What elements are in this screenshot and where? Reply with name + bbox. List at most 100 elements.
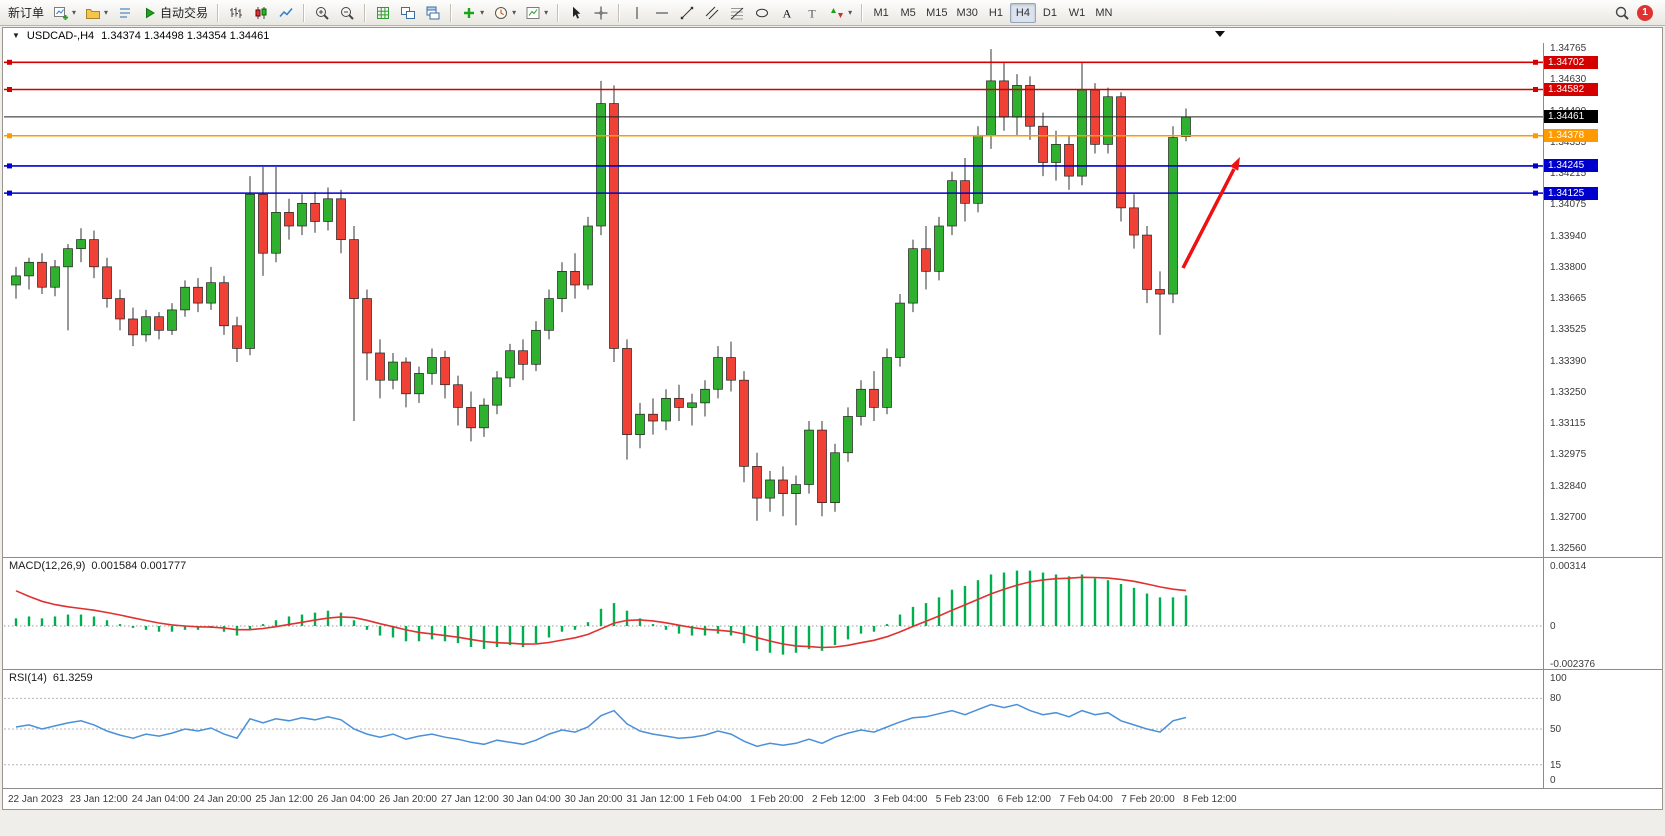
auto-arrange-button[interactable]: [371, 3, 395, 23]
trendline-button[interactable]: [675, 3, 699, 23]
arrows-button[interactable]: ▾: [825, 3, 856, 23]
search-icon: [1614, 5, 1630, 21]
cascade-icon: [425, 5, 441, 21]
timeframe-m5[interactable]: M5: [895, 3, 921, 23]
new-order-button[interactable]: 新订单: [4, 3, 48, 23]
chart-shift-marker[interactable]: [1215, 31, 1225, 37]
support-line-2-handle-left[interactable]: [7, 190, 12, 196]
rsi-scale-label: 80: [1550, 693, 1562, 705]
price-scale-label: 1.34215: [1550, 168, 1587, 179]
toolbar: 新订单 ▾ ▾ 自动交易 ▾ ▾ ▾ A T ▾ M1 M5 M15 M30 H1 H4 D1 W1 MN 1: [0, 0, 1665, 26]
label-button[interactable]: T: [800, 3, 824, 23]
support-line-1-handle-left[interactable]: [7, 163, 12, 169]
text-button[interactable]: A: [775, 3, 799, 23]
price-scale-label: 1.33665: [1550, 293, 1587, 304]
chevron-down-icon: ▾: [104, 8, 109, 17]
rsi-pane[interactable]: [4, 670, 1543, 788]
rsi-indicator-label: RSI(14) 61.3259: [9, 672, 93, 684]
pivot-line-handle-left[interactable]: [7, 133, 12, 139]
macd-pane[interactable]: [4, 558, 1543, 669]
bars-icon: [228, 5, 244, 21]
timeframe-d1[interactable]: D1: [1037, 3, 1063, 23]
main-chart-pane[interactable]: [4, 43, 1543, 557]
support-line-2-handle-right[interactable]: [1533, 190, 1538, 196]
macd-scale-label: 0: [1550, 621, 1556, 632]
candles: [11, 49, 1191, 526]
timeframe-w1[interactable]: W1: [1064, 3, 1090, 23]
profiles-button[interactable]: ▾: [81, 3, 112, 23]
one-click-trading-toggle[interactable]: ▼: [12, 31, 20, 40]
new-chart-button[interactable]: ▾: [49, 3, 80, 23]
cascade-windows-button[interactable]: [421, 3, 445, 23]
indicators-button[interactable]: ▾: [457, 3, 488, 23]
resistance-line-1-handle-right[interactable]: [1533, 59, 1538, 65]
time-scale-label: 27 Jan 12:00: [440, 794, 499, 805]
resistance-line-1-handle-left[interactable]: [7, 59, 12, 65]
time-scale-label: 30 Jan 20:00: [564, 794, 623, 805]
market-watch-button[interactable]: [113, 3, 137, 23]
chart-ohlc-values: 1.34374 1.34498 1.34354 1.34461: [101, 29, 270, 42]
market-watch-icon: [117, 5, 133, 21]
cursor-button[interactable]: [564, 3, 588, 23]
rsi-label: RSI(14): [9, 672, 47, 684]
time-scale-label: 26 Jan 04:00: [317, 794, 376, 805]
candlestick-chart-button[interactable]: [249, 3, 273, 23]
rsi-value: 61.3259: [52, 672, 93, 684]
time-scale-label: 1 Feb 04:00: [688, 794, 742, 805]
rsi-scale-label: 0: [1550, 775, 1556, 786]
current-price-price-badge: 1.34461: [1544, 110, 1598, 124]
tile-windows-button[interactable]: [396, 3, 420, 23]
time-scale[interactable]: 22 Jan 2023 23 Jan 12:00 24 Jan 04:00 24 Ja…: [4, 789, 1662, 809]
zoom-in-button[interactable]: [310, 3, 334, 23]
timeframe-m1[interactable]: M1: [868, 3, 894, 23]
support-line-1-handle-right[interactable]: [1533, 163, 1538, 169]
vertical-line-button[interactable]: [625, 3, 649, 23]
crosshair-icon: [593, 5, 609, 21]
fibonacci-button[interactable]: [725, 3, 749, 23]
time-scale-label: 3 Feb 04:00: [873, 794, 928, 805]
timeframe-m15[interactable]: M15: [922, 3, 951, 23]
crosshair-button[interactable]: [589, 3, 613, 23]
fibonacci-icon: [729, 5, 745, 21]
timeframe-mn[interactable]: MN: [1091, 3, 1117, 23]
time-scale-label: 24 Jan 20:00: [193, 794, 252, 805]
channel-button[interactable]: [700, 3, 724, 23]
templates-button[interactable]: ▾: [521, 3, 552, 23]
pane-separator-macd[interactable]: [3, 557, 1662, 558]
support-line-1-price-badge: 1.34245: [1544, 159, 1598, 173]
timeframe-d1-label: D1: [1042, 6, 1057, 19]
toolbar-separator: [557, 3, 560, 22]
pane-separator-rsi[interactable]: [3, 669, 1662, 670]
timeframe-h4-label: H4: [1015, 6, 1030, 19]
shapes-button[interactable]: [750, 3, 774, 23]
trend-arrow-annotation[interactable]: [1181, 157, 1240, 269]
horizontal-line-button[interactable]: [650, 3, 674, 23]
time-axis-separator: [3, 788, 1662, 789]
clock-icon: [493, 5, 509, 21]
macd-label: MACD(12,26,9): [9, 560, 86, 572]
price-scale-label: 1.34075: [1550, 199, 1587, 211]
notifications-badge[interactable]: 1: [1637, 4, 1653, 21]
timeframe-m30[interactable]: M30: [953, 3, 982, 23]
pivot-line-price-badge: 1.34378: [1544, 129, 1598, 143]
pivot-line-handle-right[interactable]: [1533, 133, 1538, 139]
trendline-icon: [679, 5, 695, 21]
periods-button[interactable]: ▾: [489, 3, 520, 23]
price-scale-label: 1.34630: [1550, 74, 1587, 86]
candles-icon: [253, 5, 269, 21]
zoom-out-button[interactable]: [335, 3, 359, 23]
timeframe-m15-label: M15: [926, 6, 948, 19]
resistance-line-2-handle-right[interactable]: [1533, 86, 1538, 92]
autotrading-button-label: 自动交易: [160, 6, 209, 20]
bar-chart-button[interactable]: [224, 3, 248, 23]
chevron-down-icon: ▾: [72, 8, 77, 17]
timeframe-h1[interactable]: H1: [983, 3, 1009, 23]
line-chart-button[interactable]: [274, 3, 298, 23]
svg-text:T: T: [808, 6, 816, 20]
search-button[interactable]: [1610, 3, 1634, 23]
price-scale-label: 1.33525: [1550, 324, 1587, 336]
resistance-line-2-handle-left[interactable]: [7, 86, 12, 92]
autotrading-button[interactable]: 自动交易: [138, 3, 212, 23]
timeframe-h4[interactable]: H4: [1009, 2, 1036, 23]
resistance-line-1-price-badge: 1.34702: [1544, 55, 1598, 69]
